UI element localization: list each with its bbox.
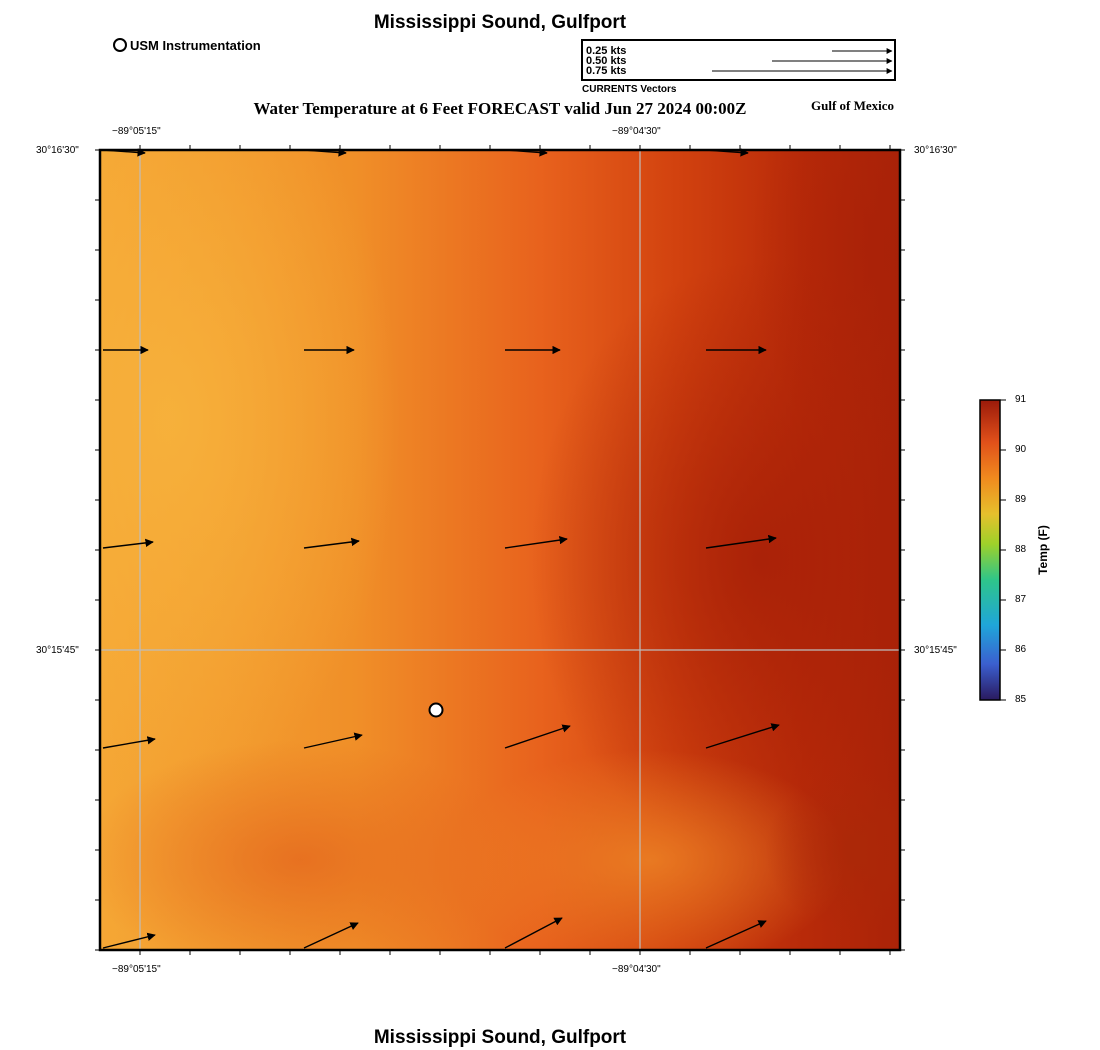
lat-label-right-1: 30°16'30" (914, 145, 957, 156)
current-vector (102, 538, 154, 549)
map-subtitle: Water Temperature at 6 Feet FORECAST val… (253, 99, 747, 118)
current-vectors (102, 148, 780, 949)
current-vector (504, 148, 548, 157)
colorbar-ticks (1000, 399, 1006, 701)
frame-ticks (95, 145, 905, 955)
current-vector (504, 917, 563, 949)
current-vector (705, 148, 749, 157)
lat-label-right-2: 30°15'45" (914, 645, 957, 656)
vector-legend-caption: CURRENTS Vectors (582, 84, 677, 95)
graticule (100, 150, 900, 950)
vector-legend-label-075: 0.75 kts (586, 65, 627, 77)
colorbar (979, 399, 1001, 701)
colorbar-tick-label: 85 (1015, 694, 1027, 705)
current-vector (303, 148, 347, 157)
current-vector (504, 724, 571, 749)
current-vector (102, 736, 156, 749)
colorbar-tick-label: 89 (1015, 494, 1027, 505)
vector-legend: 0.25 kts 0.50 kts 0.75 kts (581, 39, 896, 81)
colorbar-tick-label: 87 (1015, 594, 1027, 605)
lon-label-bottom-1: −89°05'15" (112, 964, 161, 975)
region-label: Gulf of Mexico (811, 98, 895, 113)
colorbar-tick-label: 90 (1015, 444, 1027, 455)
current-vector (303, 732, 363, 749)
current-vector (705, 723, 780, 749)
colorbar-tick-label: 88 (1015, 544, 1027, 555)
footer-title: Mississippi Sound, Gulfport (373, 1027, 627, 1048)
vector-legend-label-025: 0.25 kts (586, 45, 627, 57)
temperature-field (100, 150, 900, 950)
lon-label-top-2: −89°04'30" (612, 126, 661, 137)
colorbar-title-text: Temp (F) (1036, 525, 1050, 575)
lat-label-left-2: 30°15'45" (36, 645, 79, 656)
lon-label-top-1: −89°05'15" (112, 126, 161, 137)
colorbar-tick-label: 91 (1015, 394, 1027, 405)
current-vector (705, 534, 777, 549)
current-vector (102, 932, 156, 949)
current-vector (102, 148, 146, 157)
station-usm-instrumentation[interactable] (428, 702, 444, 718)
map-title: Mississippi Sound, Gulfport (373, 12, 627, 33)
current-vector (705, 920, 767, 949)
station-legend-label: USM Instrumentation (130, 38, 261, 53)
colorbar-tick-label: 86 (1015, 644, 1027, 655)
vector-legend-label-050: 0.50 kts (586, 55, 627, 67)
vector-legend-arrows (712, 48, 893, 74)
lat-label-left-1: 30°16'30" (36, 145, 79, 156)
lon-label-bottom-2: −89°04'30" (612, 964, 661, 975)
current-vector (303, 922, 359, 949)
current-vector (303, 537, 360, 549)
station-marker-icon (113, 38, 127, 52)
current-vector (504, 535, 568, 549)
